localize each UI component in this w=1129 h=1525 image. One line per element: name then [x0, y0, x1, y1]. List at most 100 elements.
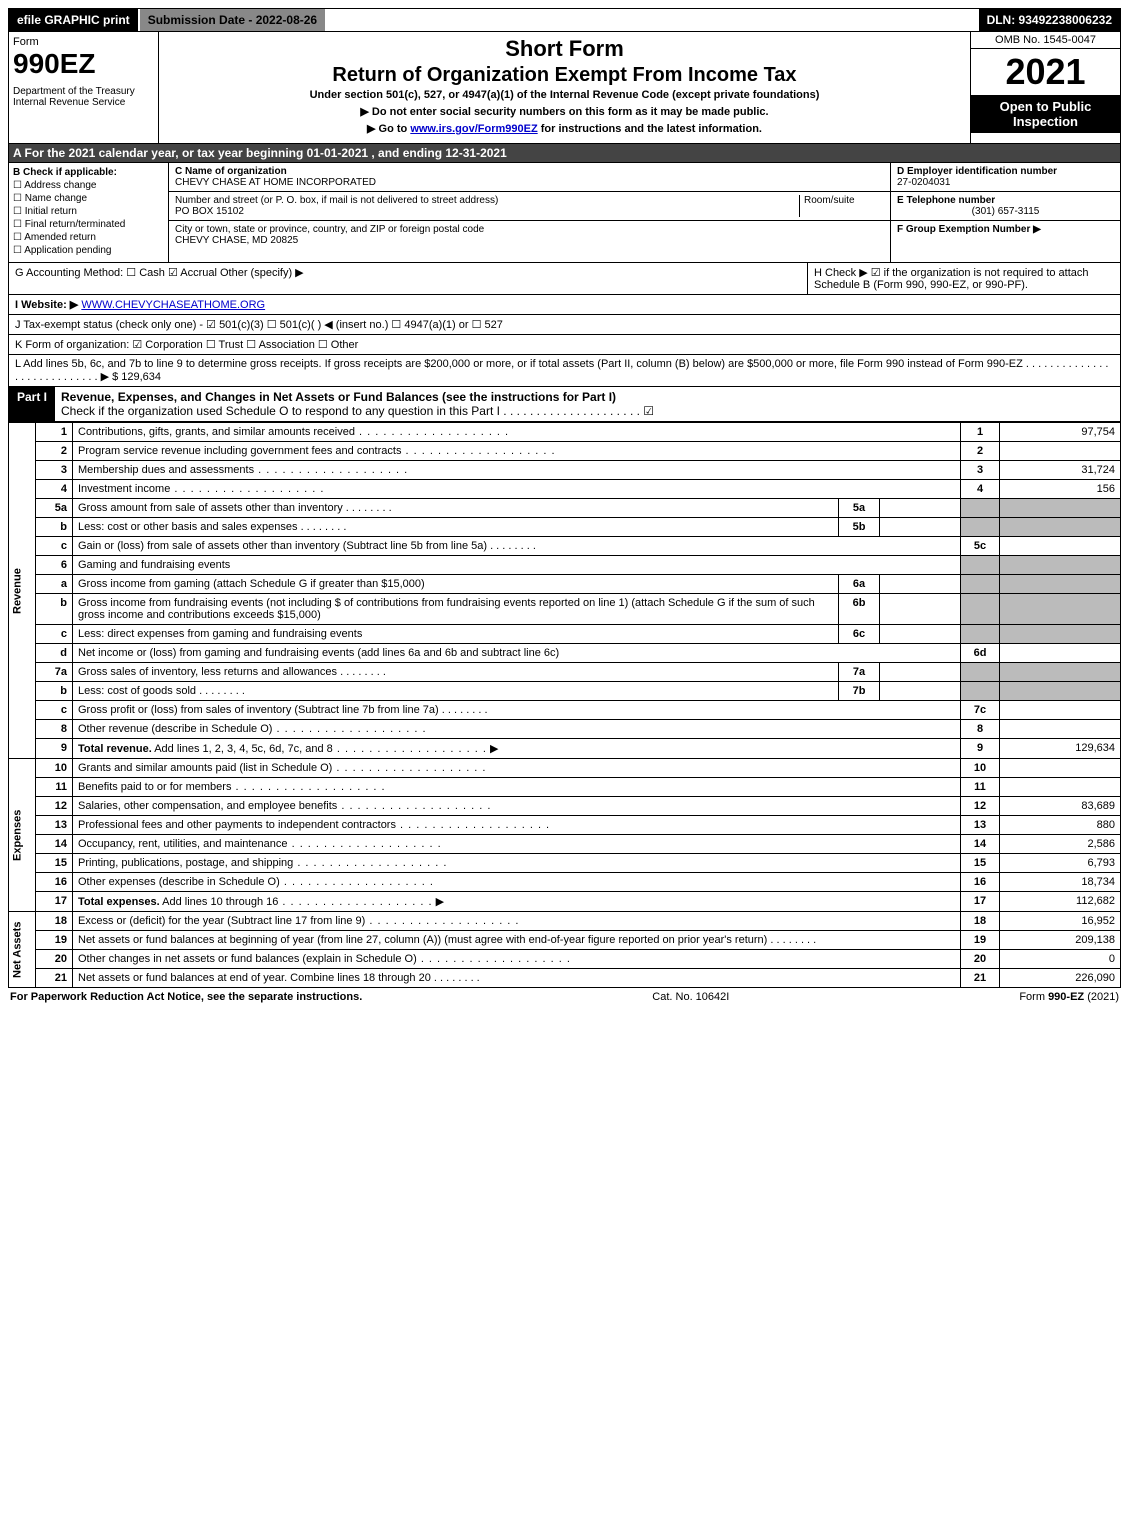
result-no: 21: [961, 969, 1000, 988]
result-val: 31,724: [1000, 461, 1121, 480]
line-no: b: [36, 594, 73, 625]
result-no: [961, 682, 1000, 701]
line-text: Net income or (loss) from gaming and fun…: [73, 644, 961, 663]
section-i: I Website: ▶ WWW.CHEVYCHASEATHOME.ORG: [8, 295, 1121, 315]
line-text: Add lines 1, 2, 3, 4, 5c, 6d, 7c, and 8: [152, 743, 487, 755]
submission-date: Submission Date - 2022-08-26: [140, 9, 327, 31]
sub-val: [880, 575, 961, 594]
directive-1: ▶ Do not enter social security numbers o…: [165, 105, 964, 118]
sub-val: [880, 663, 961, 682]
result-no: 20: [961, 950, 1000, 969]
line-no: 7a: [36, 663, 73, 682]
result-val: 226,090: [1000, 969, 1121, 988]
line-no: 1: [36, 423, 73, 442]
result-no: 14: [961, 835, 1000, 854]
result-val: [1000, 644, 1121, 663]
form-number: 990EZ: [13, 48, 154, 80]
tax-year: 2021: [971, 49, 1120, 95]
addr-value: PO BOX 15102: [175, 206, 799, 217]
sub-val: [880, 682, 961, 701]
section-e: E Telephone number (301) 657-3115: [891, 192, 1120, 221]
result-val: [1000, 720, 1121, 739]
part-1-header: Part I Revenue, Expenses, and Changes in…: [8, 387, 1121, 422]
line-text: Gross profit or (loss) from sales of inv…: [78, 704, 488, 716]
result-no: 17: [961, 892, 1000, 912]
line-text: Excess or (deficit) for the year (Subtra…: [78, 915, 519, 927]
line-no: 13: [36, 816, 73, 835]
website-link[interactable]: WWW.CHEVYCHASEATHOME.ORG: [81, 299, 265, 311]
irs-link[interactable]: www.irs.gov/Form990EZ: [410, 123, 537, 135]
part-1-table: Revenue 1 Contributions, gifts, grants, …: [8, 422, 1121, 988]
result-no: 2: [961, 442, 1000, 461]
cb-address-change[interactable]: Address change: [13, 180, 164, 191]
cb-final-return[interactable]: Final return/terminated: [13, 219, 164, 230]
result-val: [1000, 594, 1121, 625]
result-no: 18: [961, 912, 1000, 931]
line-text: Occupancy, rent, utilities, and maintena…: [78, 838, 442, 850]
result-val: [1000, 537, 1121, 556]
sub-no: 7b: [839, 682, 880, 701]
line-text: Net assets or fund balances at beginning…: [78, 934, 816, 946]
line-no: 2: [36, 442, 73, 461]
result-no: 15: [961, 854, 1000, 873]
line-text: Add lines 10 through 16: [160, 896, 433, 908]
result-no: 19: [961, 931, 1000, 950]
line-no: b: [36, 682, 73, 701]
line-text: Less: cost of goods sold: [78, 685, 245, 697]
line-text: Net assets or fund balances at end of ye…: [78, 972, 480, 984]
line-no: 10: [36, 759, 73, 778]
expenses-side-label: Expenses: [9, 759, 36, 912]
efile-print-button[interactable]: efile GRAPHIC print: [9, 9, 140, 31]
form-subtitle: Under section 501(c), 527, or 4947(a)(1)…: [165, 89, 964, 101]
sub-val: [880, 594, 961, 625]
part-1-tag: Part I: [9, 387, 55, 421]
result-val: 2,586: [1000, 835, 1121, 854]
line-text: Gross amount from sale of assets other t…: [78, 502, 392, 514]
line-text-bold: Total revenue.: [78, 743, 152, 755]
part-1-check: Check if the organization used Schedule …: [61, 404, 1114, 418]
result-no: 5c: [961, 537, 1000, 556]
result-val: 16,952: [1000, 912, 1121, 931]
line-text: Investment income: [78, 483, 324, 495]
footer-form-ref: Form 990-EZ (2021): [1019, 991, 1119, 1003]
org-info-grid: B Check if applicable: Address change Na…: [8, 163, 1121, 263]
directive-2: ▶ Go to www.irs.gov/Form990EZ for instru…: [165, 122, 964, 135]
line-no: 8: [36, 720, 73, 739]
result-no: 12: [961, 797, 1000, 816]
result-no: 3: [961, 461, 1000, 480]
section-j: J Tax-exempt status (check only one) - ☑…: [8, 315, 1121, 335]
cb-initial-return[interactable]: Initial return: [13, 206, 164, 217]
result-val: 97,754: [1000, 423, 1121, 442]
result-no: 1: [961, 423, 1000, 442]
revenue-side-label: Revenue: [9, 423, 36, 759]
result-val: 112,682: [1000, 892, 1121, 912]
page-footer: For Paperwork Reduction Act Notice, see …: [8, 988, 1121, 1006]
footer-cat-no: Cat. No. 10642I: [652, 991, 729, 1003]
line-no: 9: [36, 739, 73, 759]
cb-name-change[interactable]: Name change: [13, 193, 164, 204]
line-no: 5a: [36, 499, 73, 518]
result-no: 10: [961, 759, 1000, 778]
line-text: Other expenses (describe in Schedule O): [78, 876, 434, 888]
cb-amended-return[interactable]: Amended return: [13, 232, 164, 243]
line-no: 19: [36, 931, 73, 950]
sub-no: 6b: [839, 594, 880, 625]
addr-label: Number and street (or P. O. box, if mail…: [175, 195, 799, 206]
result-val: 209,138: [1000, 931, 1121, 950]
result-val: [1000, 778, 1121, 797]
city-label: City or town, state or province, country…: [175, 224, 884, 235]
result-no: 9: [961, 739, 1000, 759]
result-val: [1000, 556, 1121, 575]
section-l: L Add lines 5b, 6c, and 7b to line 9 to …: [8, 355, 1121, 387]
line-no: 4: [36, 480, 73, 499]
line-no: a: [36, 575, 73, 594]
result-val: [1000, 625, 1121, 644]
form-title-2: Return of Organization Exempt From Incom…: [165, 64, 964, 87]
line-no: 18: [36, 912, 73, 931]
netassets-side-label: Net Assets: [9, 912, 36, 988]
section-c: C Name of organization CHEVY CHASE AT HO…: [169, 163, 890, 262]
cb-application-pending[interactable]: Application pending: [13, 245, 164, 256]
result-no: 6d: [961, 644, 1000, 663]
room-suite-label: Room/suite: [799, 195, 884, 217]
sub-val: [880, 625, 961, 644]
